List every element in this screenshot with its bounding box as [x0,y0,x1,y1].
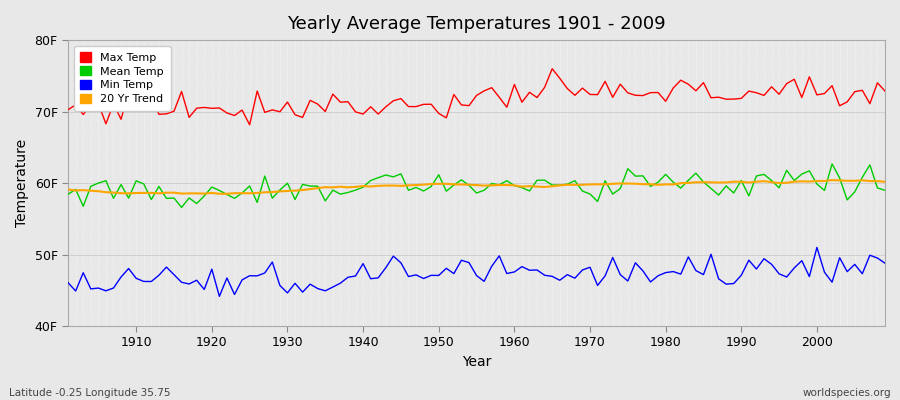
Max Temp [547,66,558,71]
Mean Temp [879,188,890,193]
Max Temp [517,100,527,105]
X-axis label: Year: Year [462,355,491,369]
Mean Temp [297,182,308,187]
Mean Temp [176,205,187,210]
Min Temp [517,264,527,269]
Min Temp [608,255,618,260]
20 Yr Trend [517,184,527,189]
Max Temp [509,82,520,87]
Mean Temp [827,162,838,166]
Min Temp [812,245,823,250]
Max Temp [879,89,890,94]
Line: Min Temp: Min Temp [68,248,885,296]
Line: 20 Yr Trend: 20 Yr Trend [68,180,885,194]
Line: Mean Temp: Mean Temp [68,164,885,208]
Mean Temp [509,183,520,188]
Mean Temp [608,192,618,196]
Min Temp [343,275,354,280]
Min Temp [297,290,308,294]
Max Temp [343,99,354,104]
Min Temp [879,261,890,266]
20 Yr Trend [221,192,232,196]
Max Temp [63,107,74,112]
Min Temp [214,294,225,299]
Mean Temp [63,192,74,197]
Y-axis label: Temperature: Temperature [15,139,29,227]
Max Temp [297,115,308,120]
Legend: Max Temp, Mean Temp, Min Temp, 20 Yr Trend: Max Temp, Mean Temp, Min Temp, 20 Yr Tre… [74,46,171,111]
Min Temp [123,266,134,271]
20 Yr Trend [879,179,890,184]
Min Temp [509,270,520,274]
Min Temp [63,280,74,285]
Title: Yearly Average Temperatures 1901 - 2009: Yearly Average Temperatures 1901 - 2009 [287,15,666,33]
20 Yr Trend [123,191,134,196]
20 Yr Trend [608,181,618,186]
20 Yr Trend [827,178,838,182]
Line: Max Temp: Max Temp [68,69,885,125]
Mean Temp [517,185,527,190]
Max Temp [615,82,626,86]
Text: Latitude -0.25 Longitude 35.75: Latitude -0.25 Longitude 35.75 [9,388,170,398]
Max Temp [244,122,255,127]
Text: worldspecies.org: worldspecies.org [803,388,891,398]
20 Yr Trend [343,185,354,190]
Mean Temp [343,190,354,195]
20 Yr Trend [509,183,520,188]
20 Yr Trend [297,188,308,192]
Max Temp [123,90,134,94]
Mean Temp [123,196,134,200]
20 Yr Trend [63,187,74,192]
